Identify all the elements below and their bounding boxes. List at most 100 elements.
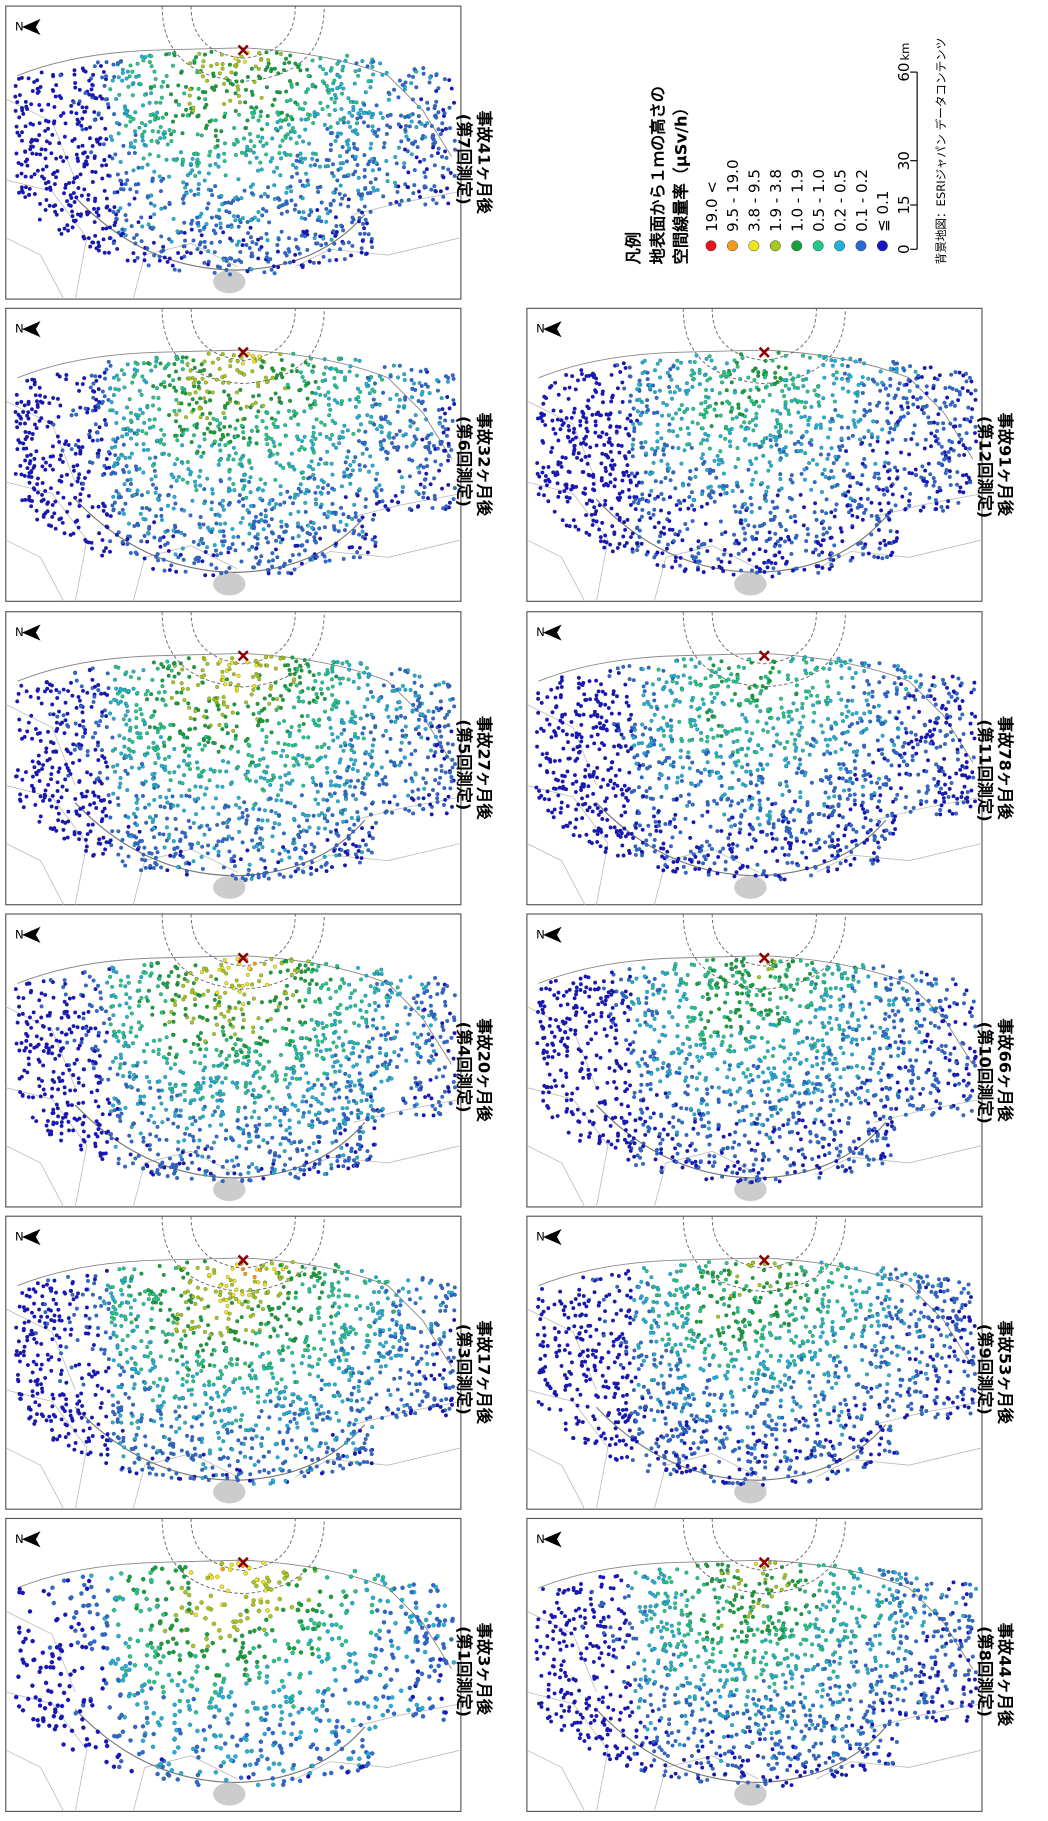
measurement-dot (447, 710, 451, 714)
measurement-dot (331, 1433, 335, 1437)
measurement-dot (346, 1167, 350, 1171)
measurement-dot (364, 1448, 368, 1452)
measurement-dot (262, 1628, 266, 1632)
measurement-dot (16, 1373, 20, 1377)
measurement-dot (392, 1377, 396, 1381)
measurement-dot (76, 1291, 80, 1295)
measurement-dot (22, 1354, 26, 1358)
measurement-dot (418, 1382, 422, 1386)
measurement-dot (380, 1286, 384, 1290)
measurement-dot (172, 1033, 176, 1037)
measurement-dot (330, 693, 334, 697)
measurement-dot (293, 1412, 297, 1416)
measurement-dot (321, 1056, 325, 1060)
measurement-dot (110, 829, 114, 833)
measurement-dot (185, 747, 189, 751)
measurement-dot (201, 1462, 205, 1466)
measurement-dot (176, 1148, 180, 1152)
measurement-dot (278, 1417, 282, 1421)
measurement-dot (146, 1355, 150, 1359)
measurement-dot (201, 1748, 205, 1752)
measurement-dot (325, 1450, 329, 1454)
measurement-dot (115, 763, 119, 767)
measurement-dot (174, 1642, 178, 1646)
measurement-dot (356, 1108, 360, 1112)
measurement-dot (244, 1300, 248, 1304)
measurement-dot (105, 1621, 109, 1625)
measurement-dot (322, 1622, 326, 1626)
measurement-dot (195, 1729, 199, 1733)
measurement-dot (148, 1086, 152, 1090)
measurement-dot (143, 1290, 147, 1294)
measurement-dot (428, 1281, 432, 1285)
measurement-dot (386, 981, 390, 985)
measurement-dot (79, 1392, 83, 1396)
measurement-dot (167, 1773, 171, 1777)
measurement-dot (222, 1649, 226, 1653)
measurement-dot (113, 1097, 117, 1101)
measurement-dot (104, 1415, 108, 1419)
measurement-dot (285, 1332, 289, 1336)
measurement-dot (284, 1700, 288, 1704)
measurement-dot (435, 1352, 439, 1356)
measurement-dot (74, 1711, 78, 1715)
measurement-dot (192, 665, 196, 669)
measurement-dot (149, 1171, 153, 1175)
measurement-dot (190, 1438, 194, 1442)
measurement-dot (69, 1289, 73, 1293)
measurement-dot (260, 1436, 264, 1440)
measurement-dot (20, 1658, 24, 1662)
measurement-dot (180, 1158, 184, 1162)
measurement-dot (332, 1287, 336, 1291)
measurement-dot (261, 819, 265, 823)
measurement-dot (220, 1373, 224, 1377)
measurement-dot (68, 1089, 72, 1093)
measurement-dot (109, 1576, 113, 1580)
measurement-dot (340, 1146, 344, 1150)
measurement-dot (184, 1346, 188, 1350)
measurement-dot (178, 1069, 182, 1073)
measurement-dot (105, 1614, 109, 1618)
measurement-dot (399, 1368, 403, 1372)
measurement-dot (31, 759, 35, 763)
measurement-dot (292, 1646, 296, 1650)
measurement-dot (357, 1757, 361, 1761)
measurement-dot (192, 1477, 196, 1481)
measurement-dot (120, 1112, 124, 1116)
measurement-dot (327, 1718, 331, 1722)
measurement-dot (218, 1054, 222, 1058)
measurement-dot (244, 1681, 248, 1685)
measurement-dot (194, 1302, 198, 1306)
measurement-dot (343, 863, 347, 867)
measurement-dot (286, 1085, 290, 1089)
measurement-dot (79, 1148, 83, 1152)
measurement-dot (330, 1055, 334, 1059)
measurement-dot (440, 1095, 444, 1099)
measurement-dot (31, 1639, 35, 1643)
measurement-dot (185, 1451, 189, 1455)
measurement-dot (285, 1066, 289, 1070)
panel-label: 事故20ヶ月後 (474, 1018, 493, 1122)
measurement-dot (27, 1288, 31, 1292)
measurement-dot (414, 1301, 418, 1305)
measurement-dot (68, 1068, 72, 1072)
measurement-dot (278, 1277, 282, 1281)
measurement-dot (273, 1741, 277, 1745)
measurement-dot (96, 1333, 100, 1337)
measurement-dot (295, 1077, 299, 1081)
measurement-dot (330, 708, 334, 712)
measurement-dot (86, 1603, 90, 1607)
measurement-dot (244, 822, 248, 826)
measurement-dot (154, 814, 158, 818)
measurement-dot (279, 1124, 283, 1128)
measurement-dot (430, 1329, 434, 1333)
measurement-dot (163, 1629, 167, 1633)
measurement-dot (122, 1455, 126, 1459)
measurement-dot (34, 727, 38, 731)
measurement-dot (344, 1368, 348, 1372)
measurement-dot (351, 1046, 355, 1050)
measurement-dot (225, 1663, 229, 1667)
measurement-dot (323, 827, 327, 831)
measurement-dot (272, 1659, 276, 1663)
measurement-dot (400, 1331, 404, 1335)
